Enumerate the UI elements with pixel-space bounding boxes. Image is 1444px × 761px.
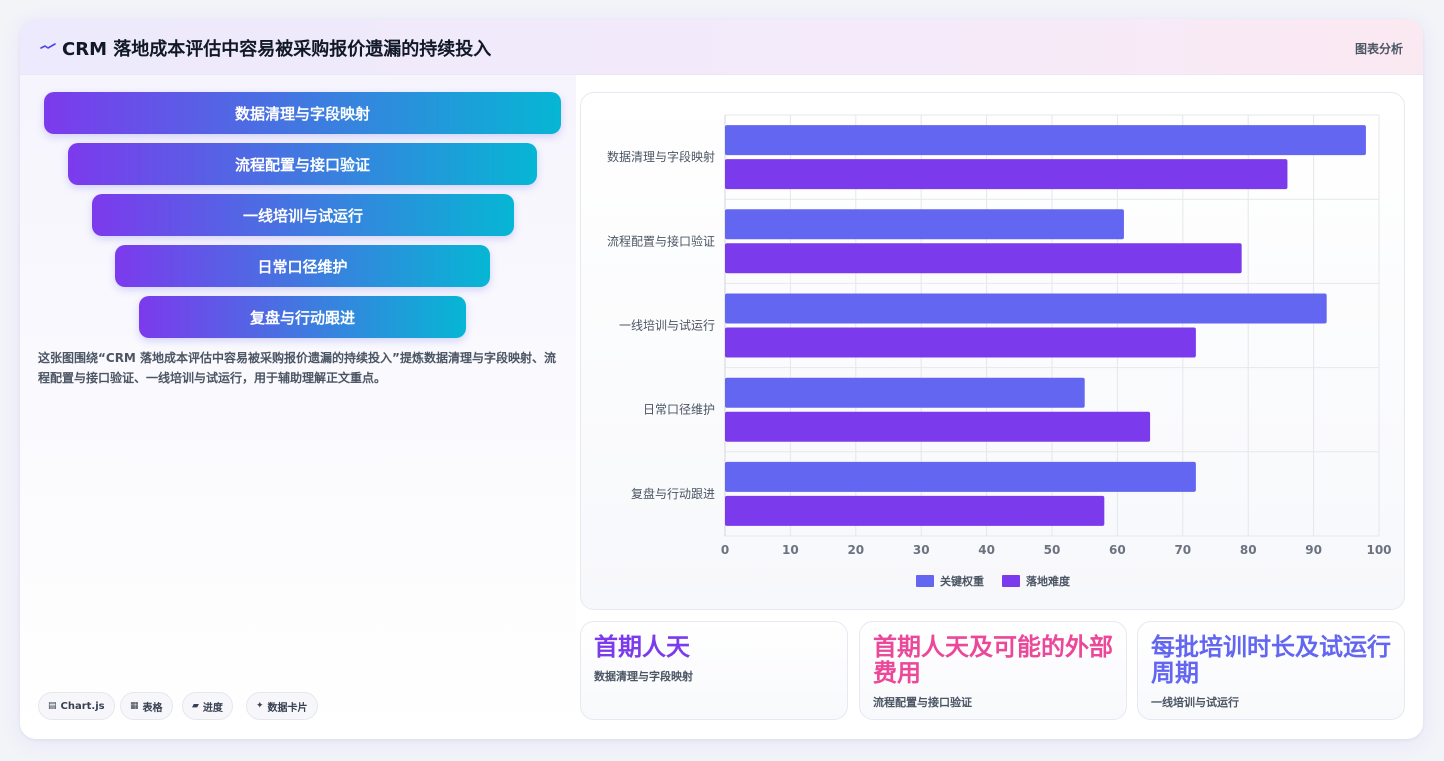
description-text: 这张图围绕“CRM 落地成本评估中容易被采购报价遗漏的持续投入”提炼数据清理与字… (38, 351, 556, 385)
bar-difficulty (725, 495, 1105, 526)
stat-label: 数据清理与字段映射 (594, 670, 693, 683)
y-tick-label: 日常口径维护 (643, 403, 715, 417)
x-tick-label: 80 (1240, 543, 1257, 557)
y-tick-label: 数据清理与字段映射 (607, 149, 715, 164)
legend-label: 关键权重 (940, 574, 984, 588)
stat-label: 一线培训与试运行 (1151, 696, 1239, 709)
funnel-step-4: 日常口径维护 (115, 245, 490, 287)
x-tick-label: 0 (721, 543, 729, 557)
chart-analysis-label: 图表分析 (1354, 42, 1403, 56)
chart-icon: ▤ (48, 701, 57, 711)
y-tick-label: 一线培训与试运行 (619, 318, 715, 333)
page-title: CRM 落地成本评估中容易被采购报价遗漏的持续投入 (62, 39, 492, 60)
x-tick-label: 40 (978, 543, 995, 557)
bar-difficulty (725, 411, 1151, 442)
main-card: CRM 落地成本评估中容易被采购报价遗漏的持续投入 图表分析 数据清理与字段映射… (20, 19, 1423, 739)
table-icon: ▦ (130, 701, 139, 711)
bar-difficulty (725, 243, 1242, 274)
chip-data-card[interactable]: ✦ 数据卡片 (246, 692, 318, 720)
bar-key-weight (725, 461, 1196, 492)
stat-card-2: 首期人天及可能的外部费用 流程配置与接口验证 (859, 621, 1127, 720)
stat-value: 首期人天及可能的外部费用 (873, 633, 1113, 687)
left-panel (20, 75, 576, 739)
stat-value: 首期人天 (594, 633, 690, 661)
x-tick-label: 90 (1305, 543, 1322, 557)
chip-table[interactable]: ▦ 表格 (120, 692, 173, 720)
chip-label: Chart.js (60, 700, 105, 712)
chip-chartjs[interactable]: ▤ Chart.js (38, 692, 115, 720)
bar-difficulty (725, 327, 1196, 358)
funnel-step-1: 数据清理与字段映射 (44, 92, 561, 134)
trend-icon (40, 43, 56, 49)
header-bar: CRM 落地成本评估中容易被采购报价遗漏的持续投入 图表分析 (20, 19, 1423, 75)
funnel-step-5: 复盘与行动跟进 (139, 296, 466, 338)
progress-icon: ▰ (192, 701, 199, 711)
bar-key-weight (725, 125, 1366, 156)
chip-label: 表格 (142, 702, 163, 714)
y-tick-label: 复盘与行动跟进 (631, 486, 715, 501)
x-tick-label: 60 (1109, 543, 1126, 557)
stat-value: 每批培训时长及试运行周期 (1151, 633, 1391, 687)
stat-card-1: 首期人天 数据清理与字段映射 (580, 621, 848, 720)
funnel-step-2: 流程配置与接口验证 (68, 143, 537, 185)
chip-label: 数据卡片 (267, 702, 308, 714)
chart-panel: 数据清理与字段映射 流程配置与接口验证一线培训与试运行日常口径维护复盘与行动跟进 0… (580, 92, 1405, 610)
legend-swatch (1002, 575, 1020, 587)
bar-key-weight (725, 293, 1327, 324)
bar-key-weight (725, 209, 1124, 240)
x-tick-label: 50 (1044, 543, 1061, 557)
x-tick-label: 20 (847, 543, 864, 557)
x-tick-label: 30 (913, 543, 930, 557)
funnel-step-3: 一线培训与试运行 (92, 194, 514, 236)
legend-swatch (916, 575, 934, 587)
legend-label: 落地难度 (1026, 574, 1071, 588)
bar-difficulty (725, 159, 1288, 190)
sparkle-icon: ✦ (256, 701, 264, 711)
chip-progress[interactable]: ▰ 进度 (182, 692, 233, 720)
x-tick-label: 100 (1366, 543, 1391, 557)
x-tick-label: 10 (782, 543, 799, 557)
y-tick-label: 流程配置与接口验证 (607, 233, 715, 248)
bar-key-weight (725, 377, 1085, 408)
stat-card-3: 每批培训时长及试运行周期 一线培训与试运行 (1137, 621, 1405, 720)
chip-label: 进度 (202, 702, 223, 714)
x-tick-label: 70 (1174, 543, 1191, 557)
stat-label: 流程配置与接口验证 (873, 696, 972, 709)
